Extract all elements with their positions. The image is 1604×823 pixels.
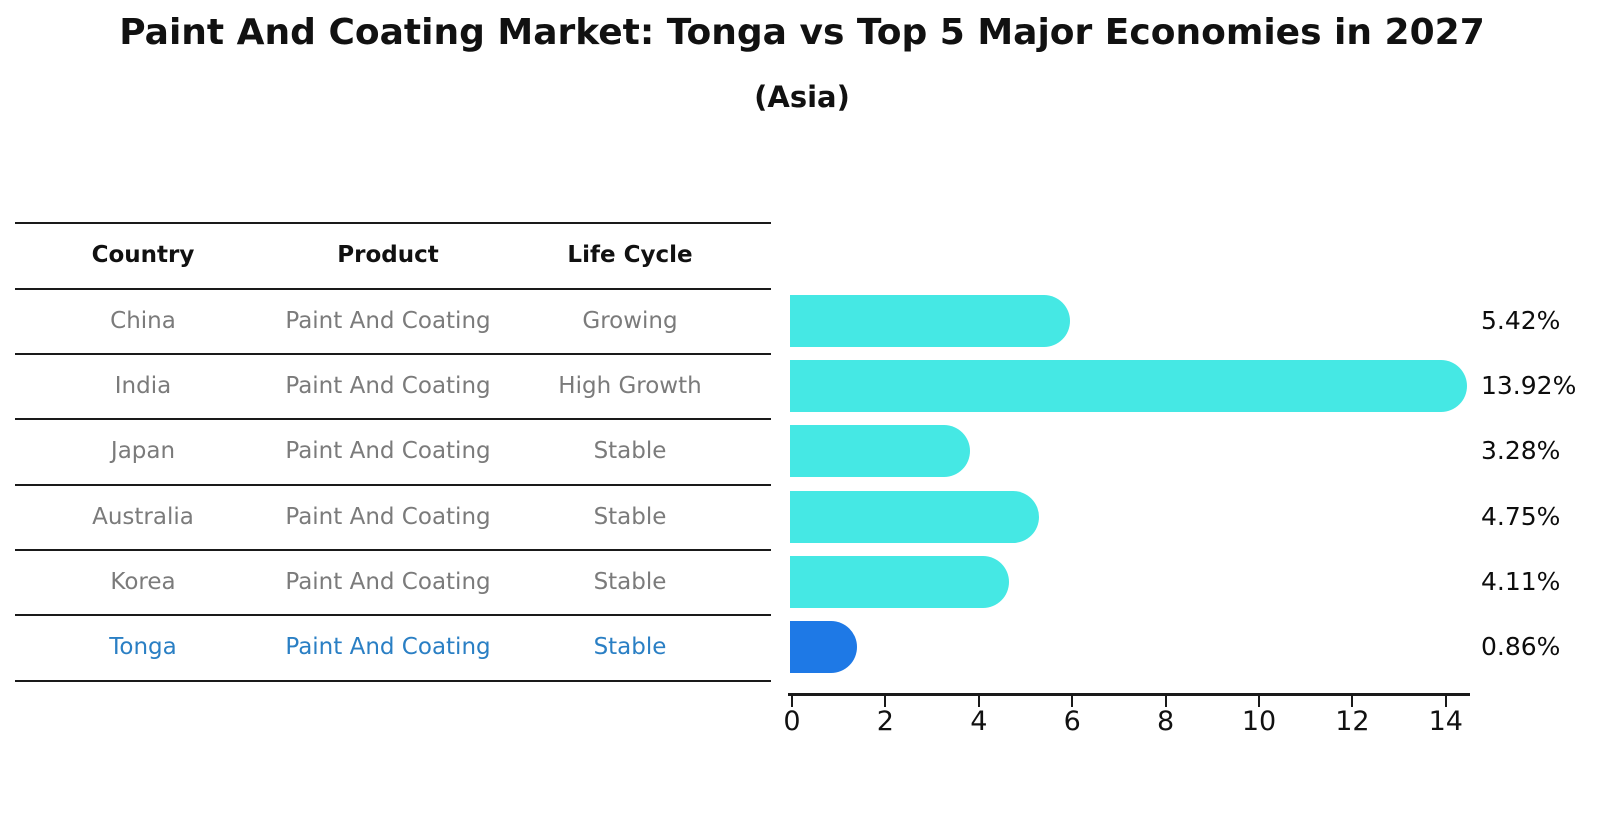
x-axis-tick-12 — [1351, 696, 1354, 707]
table-header-country: Country — [91, 242, 195, 268]
bar-value-label-india: 13.92% — [1481, 370, 1577, 400]
table-cell-india-product: Paint And Coating — [285, 372, 491, 399]
table-header-life-cycle: Life Cycle — [567, 242, 693, 268]
bar-korea — [790, 555, 1009, 608]
table-divider-line — [15, 484, 771, 486]
x-axis-tick-label-6: 6 — [1063, 706, 1081, 737]
x-axis-tick-label-8: 8 — [1157, 706, 1175, 737]
table-cell-tonga-life-cycle: Stable — [593, 634, 667, 660]
bar-value-label-korea: 4.11% — [1481, 566, 1561, 596]
table-cell-australia-life-cycle: Stable — [593, 503, 667, 530]
x-axis-tick-6 — [1071, 696, 1074, 707]
table-cell-tonga-country: Tonga — [109, 634, 177, 660]
bar-value-label-australia: 4.75% — [1481, 501, 1561, 531]
table-cell-japan-product: Paint And Coating — [285, 438, 491, 464]
table-cell-india-life-cycle: High Growth — [558, 372, 702, 399]
table-divider-line — [15, 614, 771, 616]
table-header-product: Product — [337, 242, 439, 268]
x-axis-tick-label-14: 14 — [1428, 706, 1463, 737]
x-axis-tick-10 — [1258, 696, 1260, 707]
x-axis-tick-label-10: 10 — [1241, 706, 1277, 737]
x-axis-tick-label-4: 4 — [970, 706, 988, 737]
table-divider-line — [15, 549, 771, 551]
table-divider-line — [15, 288, 771, 290]
table-cell-korea-country: Korea — [110, 568, 176, 595]
bar-value-label-china: 5.42% — [1481, 305, 1561, 335]
table-cell-tonga-product: Paint And Coating — [285, 634, 491, 660]
bar-japan — [790, 425, 971, 477]
table-cell-china-life-cycle: Growing — [582, 307, 678, 334]
x-axis-tick-0 — [791, 696, 793, 707]
x-axis-tick-4 — [977, 696, 980, 707]
table-cell-korea-product: Paint And Coating — [285, 568, 491, 595]
table-cell-australia-product: Paint And Coating — [285, 503, 491, 530]
table-cell-japan-country: Japan — [110, 438, 176, 464]
table-divider-line — [15, 353, 771, 355]
bar-value-label-japan: 3.28% — [1481, 436, 1561, 465]
table-divider-line — [15, 418, 771, 420]
x-axis-tick-2 — [884, 696, 887, 707]
bar-india — [790, 359, 1468, 412]
chart-title: Paint And Coating Market: Tonga vs Top 5… — [119, 12, 1485, 53]
table-cell-japan-life-cycle: Stable — [593, 438, 667, 464]
x-axis-line — [788, 693, 1470, 696]
x-axis-tick-label-2: 2 — [876, 706, 894, 737]
x-axis-tick-label-12: 12 — [1335, 706, 1370, 737]
bar-value-label-tonga: 0.86% — [1481, 632, 1561, 661]
table-cell-korea-life-cycle: Stable — [593, 568, 667, 595]
table-cell-australia-country: Australia — [92, 503, 194, 530]
bar-australia — [790, 490, 1039, 543]
chart-subtitle: (Asia) — [754, 80, 850, 114]
x-axis-tick-label-0: 0 — [783, 706, 801, 737]
table-divider-line — [15, 222, 771, 224]
table-divider-line — [15, 680, 771, 682]
x-axis-tick-8 — [1164, 696, 1167, 707]
bar-tonga — [790, 621, 858, 673]
table-cell-china-country: China — [110, 307, 176, 334]
table-cell-china-product: Paint And Coating — [285, 307, 491, 334]
bar-china — [790, 294, 1071, 347]
table-cell-india-country: India — [114, 372, 172, 399]
x-axis-tick-14 — [1444, 696, 1447, 707]
